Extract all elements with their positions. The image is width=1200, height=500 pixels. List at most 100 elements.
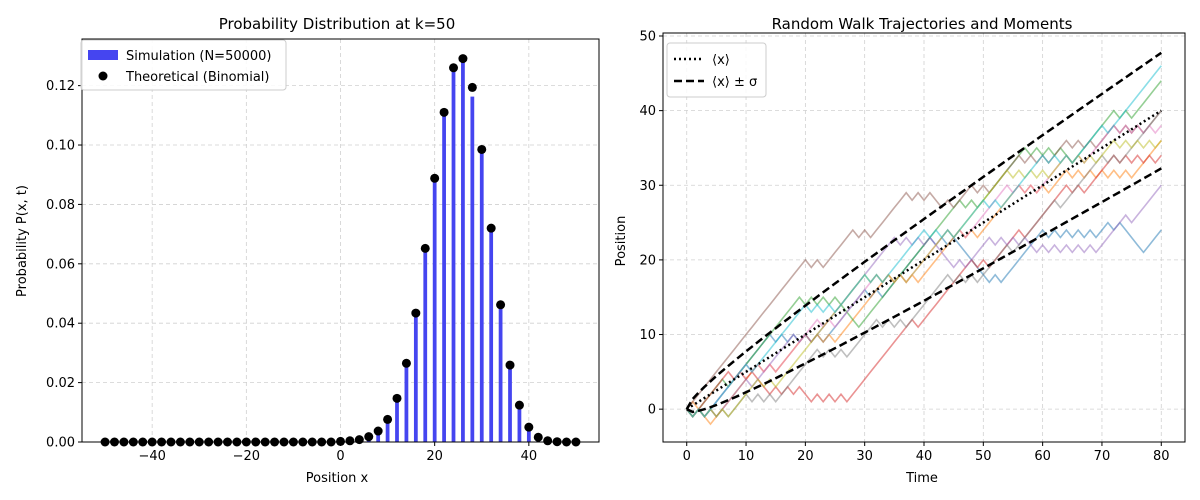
chart1-point: [477, 144, 487, 154]
chart2-xtick-label: 50: [975, 449, 992, 464]
chart1-point: [354, 435, 364, 445]
chart2-grid: [663, 33, 1185, 442]
chart1-point: [439, 107, 449, 117]
chart1-xlabel: Position x: [306, 471, 369, 486]
chart2-legend-label-mean: ⟨x⟩: [712, 53, 730, 68]
chart1-point: [524, 422, 534, 432]
chart2-trajectory: [686, 110, 1162, 418]
chart2-xtick-label: 30: [856, 449, 873, 464]
chart1-bar: [517, 405, 522, 442]
chart2-ytick-label: 40: [639, 104, 656, 119]
chart1-point: [420, 243, 430, 253]
chart1-xtick-label: −40: [138, 449, 165, 464]
random-walk-chart: Random Walk Trajectories and Moments 0 10…: [614, 15, 1186, 486]
chart2-ytick-label: 0: [648, 403, 656, 418]
chart1-bar: [376, 431, 381, 442]
chart1-ytick-label: 0.10: [46, 139, 75, 154]
chart1-point: [505, 360, 515, 370]
chart1-xtick-label: −20: [233, 449, 260, 464]
chart1-point: [392, 393, 402, 403]
chart1-point: [401, 358, 411, 368]
chart2-trajectory: [686, 110, 1162, 410]
chart1-bar: [432, 177, 437, 442]
chart1-point: [496, 300, 506, 310]
chart1-bar: [385, 419, 390, 442]
chart2-xlabel: Time: [905, 471, 938, 486]
chart1-bar: [461, 58, 465, 442]
chart1-point: [345, 436, 355, 446]
chart2-frame: [662, 32, 1186, 443]
chart1-point: [364, 432, 374, 442]
chart1-point: [336, 436, 345, 446]
chart1-ytick-label: 0.08: [46, 198, 75, 213]
chart2-legend: ⟨x⟩ ⟨x⟩ ± σ: [666, 42, 767, 98]
chart1-grid: [82, 39, 599, 443]
chart1-axes: −40 −20 0 20 40 0.00 0.02 0.04 0.06 0.08 0.10 0.12: [46, 38, 600, 464]
chart1-legend-point-swatch: [98, 71, 108, 81]
chart1-point: [486, 223, 496, 233]
chart2-legend-box: [666, 42, 767, 98]
chart1-ytick-label: 0.04: [46, 317, 75, 332]
chart2-ytick-label: 30: [639, 179, 656, 194]
chart2-xtick-label: 0: [683, 449, 691, 464]
chart2-xtick-label: 10: [738, 449, 755, 464]
chart1-legend-bar-swatch: [88, 50, 118, 60]
chart2-ytick-label: 50: [639, 29, 656, 44]
chart1-point: [543, 436, 553, 446]
chart1-bar: [413, 314, 418, 442]
chart1-point: [383, 414, 393, 424]
chart1-point: [430, 173, 440, 183]
chart2-ytick-label: 20: [639, 253, 656, 268]
chart2-axes: 0 10 20 30 40 50 60 70 80 0 10 20 30 40 50: [639, 29, 1186, 464]
chart1-title: Probability Distribution at k=50: [219, 15, 456, 33]
chart2-upper-sigma-line: [685, 51, 1163, 410]
chart1-point: [458, 54, 468, 64]
chart1-point: [514, 400, 524, 410]
chart2-moments: [685, 51, 1163, 414]
probability-distribution-chart: Probability Distribution at k=50 −40 −20 0…: [15, 15, 600, 486]
chart1-frame: [81, 38, 600, 443]
chart2-xtick-label: 20: [797, 449, 814, 464]
chart1-bar: [404, 364, 409, 442]
chart1-bar: [489, 227, 494, 442]
chart1-points: [100, 54, 581, 447]
chart1-legend: Simulation (N=50000) Theoretical (Binomi…: [80, 39, 287, 91]
chart1-bar: [498, 304, 503, 442]
chart1-bar: [470, 96, 475, 442]
chart1-legend-box: [80, 39, 287, 91]
chart2-xtick-label: 70: [1094, 449, 1111, 464]
chart1-ytick-label: 0.02: [46, 376, 75, 391]
chart1-point: [373, 426, 383, 436]
chart1-bar: [451, 66, 456, 443]
chart2-legend-label-sigma: ⟨x⟩ ± σ: [712, 75, 757, 90]
chart2-mean-line: [686, 109, 1162, 411]
chart1-point: [411, 308, 421, 318]
chart2-ylabel: Position: [614, 216, 629, 267]
chart2-title: Random Walk Trajectories and Moments: [772, 15, 1073, 33]
chart1-bar: [479, 147, 484, 442]
chart1-xtick-label: 20: [426, 449, 443, 464]
chart1-legend-label-theoretical: Theoretical (Binomial): [125, 70, 269, 85]
chart1-bar: [508, 366, 512, 442]
chart1-bar: [526, 426, 531, 442]
chart1-point: [533, 432, 543, 442]
chart2-ytick-label: 10: [639, 328, 656, 343]
chart1-point: [449, 63, 459, 73]
chart1-ytick-label: 0.06: [46, 257, 75, 272]
chart1-xtick-label: 0: [336, 449, 344, 464]
chart1-bar: [442, 110, 446, 442]
chart1-ylabel: Probability P(x, t): [15, 185, 30, 297]
chart2-xtick-label: 60: [1034, 449, 1051, 464]
chart1-bar: [395, 398, 399, 442]
chart2-trajectory: [686, 154, 1162, 418]
chart2-trajectory: [686, 65, 1162, 418]
chart1-legend-label-simulation: Simulation (N=50000): [126, 49, 272, 64]
chart1-bar: [423, 248, 428, 442]
chart1-ytick-label: 0.00: [46, 436, 75, 451]
chart1-point: [467, 82, 477, 92]
chart1-ytick-label: 0.12: [46, 79, 75, 94]
chart2-lower-sigma-line: [686, 167, 1162, 414]
chart2-xtick-label: 40: [916, 449, 933, 464]
chart1-bars: [338, 58, 559, 443]
